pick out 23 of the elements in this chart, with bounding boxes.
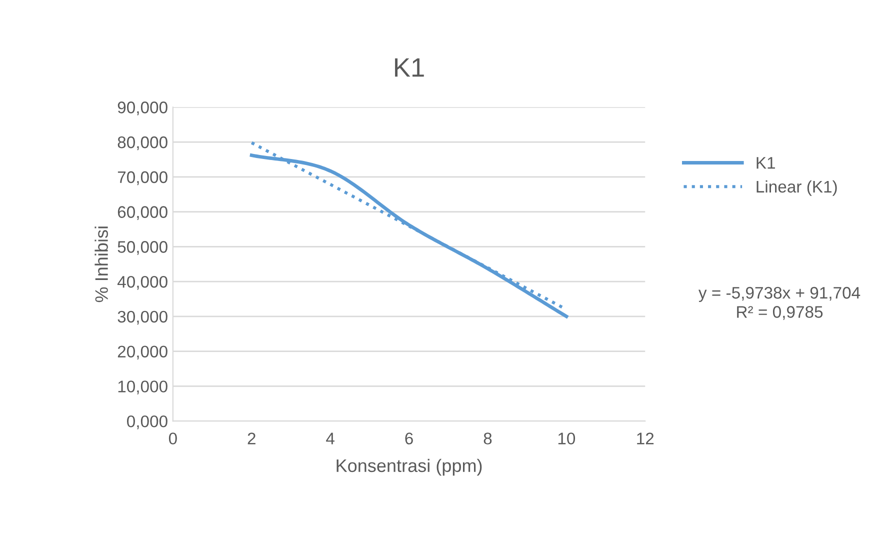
legend-label: Linear (K1) (756, 180, 837, 196)
y-tick-label: 0,000 (127, 415, 168, 430)
x-tick-label: 4 (326, 432, 334, 444)
y-tick-label: 10,000 (118, 380, 168, 394)
x-tick-label: 0 (168, 432, 177, 444)
chart-title: K1 (395, 58, 424, 77)
y-tick-label: 50,000 (118, 241, 168, 255)
x-tick-label: 8 (484, 432, 492, 444)
x-tick-label: 6 (405, 432, 413, 444)
y-tick-label: 70,000 (118, 171, 168, 186)
y-tick-label: 30,000 (118, 310, 168, 325)
y-tick-label: 20,000 (118, 346, 168, 360)
x-tick-label: 10 (558, 432, 576, 444)
y-axis-title: % Inhibisi (94, 226, 108, 302)
x-tick-label: 12 (637, 432, 654, 444)
y-tick-label: 60,000 (118, 206, 168, 220)
y-tick-label: 80,000 (118, 136, 168, 150)
text: y = -5,9738x + 91,704 R² = 0,9785 (698, 286, 860, 320)
y-tick-label: 90,000 (118, 102, 168, 116)
legend-label: K1 (756, 157, 775, 169)
x-tick-label: 2 (248, 432, 256, 444)
y-tick-label: 40,000 (117, 276, 168, 290)
x-axis-title: Konsentrasi (ppm) (336, 458, 482, 476)
